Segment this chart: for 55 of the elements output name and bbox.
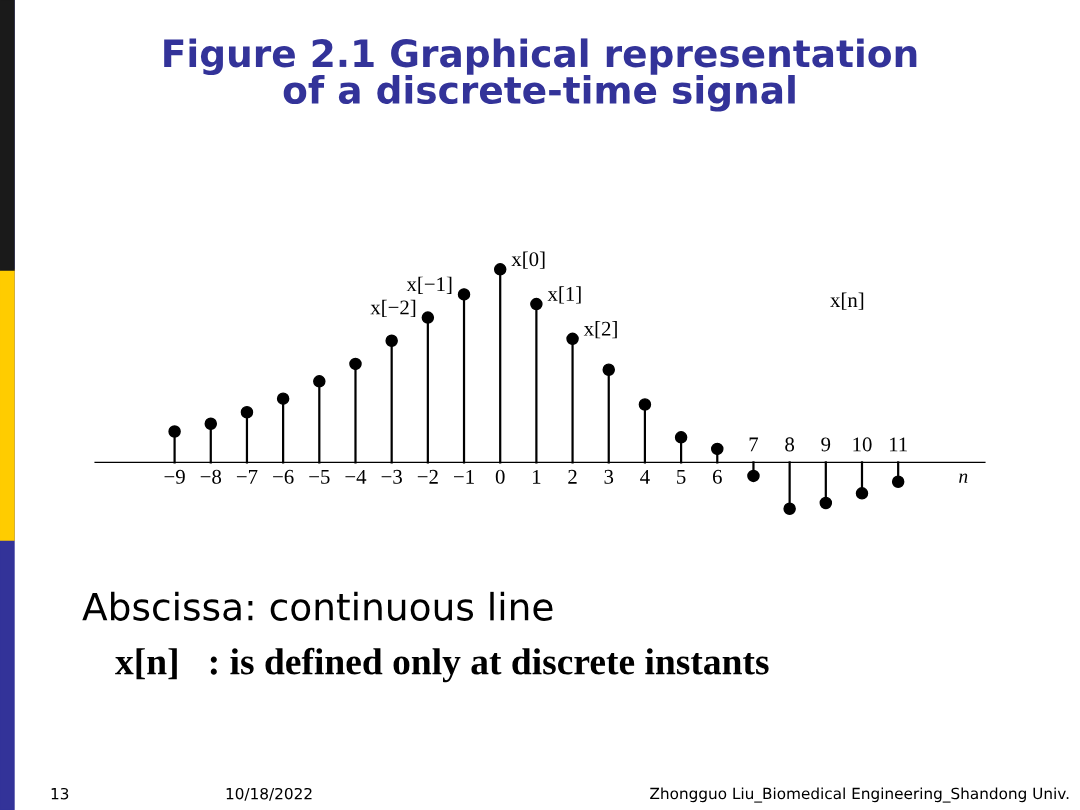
- text: 10/18/2022: [226, 787, 312, 801]
- point: [711, 442, 724, 456]
- x-tick-label: 2: [568, 469, 577, 484]
- x-tick-label: 6: [712, 469, 722, 484]
- x-tick-label: −7: [236, 469, 258, 484]
- point: [168, 425, 181, 438]
- point: [674, 431, 688, 444]
- point: [566, 332, 579, 346]
- point: [276, 392, 290, 405]
- chart-title: Figure 2.1 Graphical representation of a discrete-time signal: [164, 38, 917, 112]
- x-tick-label: −4: [345, 469, 367, 484]
- text: x[n] : is defined only at discrete instants: [115, 647, 769, 683]
- x-tick-label: −9: [164, 469, 185, 484]
- annotation: x[−1]: [406, 276, 452, 294]
- point: [385, 334, 398, 348]
- point: [204, 417, 218, 431]
- point: [602, 363, 615, 376]
- point: [747, 469, 760, 483]
- annotation: x[0]: [511, 251, 545, 269]
- text: Zhongguo Liu_Biomedical Engineering_Shandong Univ.: [650, 787, 1069, 803]
- annotation: x[1]: [547, 286, 581, 304]
- point: [349, 357, 362, 371]
- point: [530, 297, 543, 311]
- x-axis-title: n: [959, 473, 968, 483]
- x-tick-label: −2: [417, 469, 438, 484]
- point: [819, 496, 833, 510]
- text: 13: [51, 787, 69, 800]
- point: [891, 475, 905, 488]
- x-tick-label: 7: [749, 437, 759, 452]
- annotation: x[2]: [583, 321, 617, 339]
- x-tick-label: −5: [309, 469, 330, 484]
- point: [457, 288, 471, 301]
- annotation: x[−2]: [370, 299, 416, 318]
- x-tick-label: 4: [640, 469, 650, 484]
- point: [783, 502, 796, 516]
- x-tick-label: −6: [273, 469, 294, 484]
- text: Abscissa: continuous line: [82, 591, 553, 621]
- x-tick-label: −8: [200, 469, 222, 484]
- x-tick-label: 10: [853, 437, 872, 452]
- x-tick-label: −3: [381, 469, 402, 484]
- point: [493, 263, 507, 276]
- x-tick-label: 5: [677, 469, 686, 484]
- point: [855, 487, 869, 500]
- annotation: x[n]: [830, 292, 864, 310]
- x-tick-label: 9: [821, 437, 831, 452]
- x-tick-label: 11: [889, 437, 907, 452]
- point: [638, 398, 652, 411]
- x-tick-label: −1: [453, 469, 474, 484]
- x-tick-label: 1: [533, 469, 541, 484]
- x-tick-label: 3: [604, 469, 614, 484]
- point: [313, 375, 326, 388]
- point: [240, 405, 254, 419]
- x-tick-label: 8: [785, 437, 795, 452]
- x-tick-label: 0: [495, 469, 505, 484]
- point: [421, 311, 435, 324]
